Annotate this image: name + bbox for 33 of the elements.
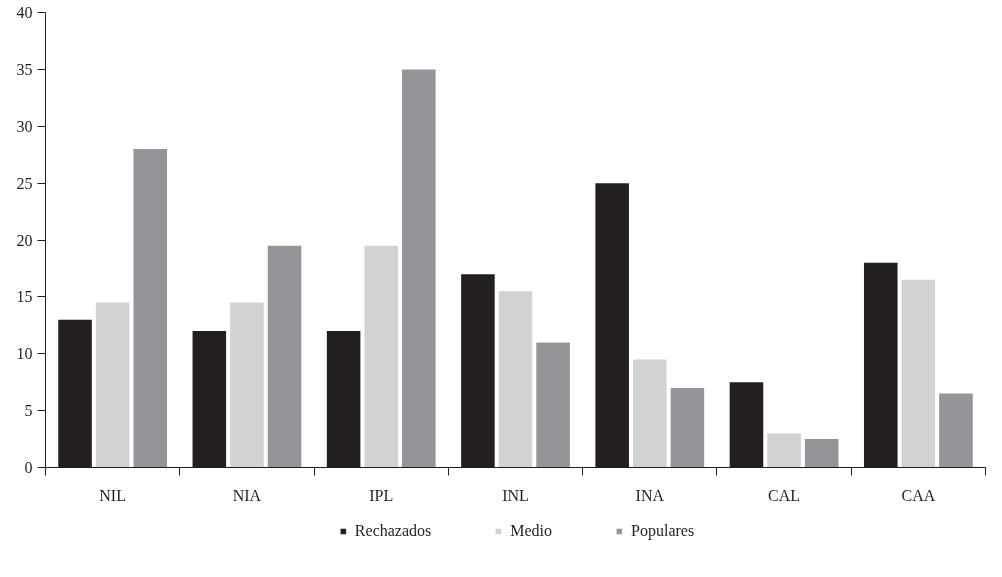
legend-label: Medio bbox=[510, 522, 553, 540]
y-tick-label: 5 bbox=[24, 402, 33, 420]
y-tick-label: 40 bbox=[16, 4, 33, 21]
y-tick-label: 0 bbox=[24, 459, 33, 476]
x-tick-label: IPL bbox=[369, 486, 394, 504]
bar bbox=[536, 342, 570, 468]
bar bbox=[402, 69, 436, 468]
y-tick-label: 10 bbox=[16, 345, 33, 363]
bar bbox=[267, 245, 302, 468]
bar bbox=[364, 245, 398, 468]
y-tick-label: 30 bbox=[16, 117, 33, 135]
bar bbox=[133, 149, 168, 468]
y-tick-label: 15 bbox=[16, 288, 33, 306]
bar bbox=[230, 302, 264, 468]
bar bbox=[95, 302, 130, 468]
bar bbox=[670, 387, 705, 468]
x-tick-label: NIA bbox=[232, 486, 262, 504]
bar bbox=[767, 433, 801, 468]
legend-label: Rechazados bbox=[354, 522, 432, 540]
bar bbox=[633, 359, 667, 468]
x-tick-label: CAL bbox=[768, 486, 801, 504]
x-tick-label: NIL bbox=[99, 486, 126, 504]
y-tick-label: 35 bbox=[16, 60, 33, 78]
bar bbox=[939, 393, 973, 468]
bar bbox=[901, 279, 936, 468]
y-tick-label: 25 bbox=[16, 174, 33, 192]
x-tick-label: CAA bbox=[901, 486, 936, 504]
x-tick-label: INA bbox=[635, 486, 665, 504]
bar bbox=[804, 439, 839, 468]
y-tick-label: 20 bbox=[16, 231, 33, 249]
legend-label: Populares bbox=[631, 522, 695, 540]
bar bbox=[498, 291, 533, 468]
x-tick-label: INL bbox=[502, 486, 529, 504]
